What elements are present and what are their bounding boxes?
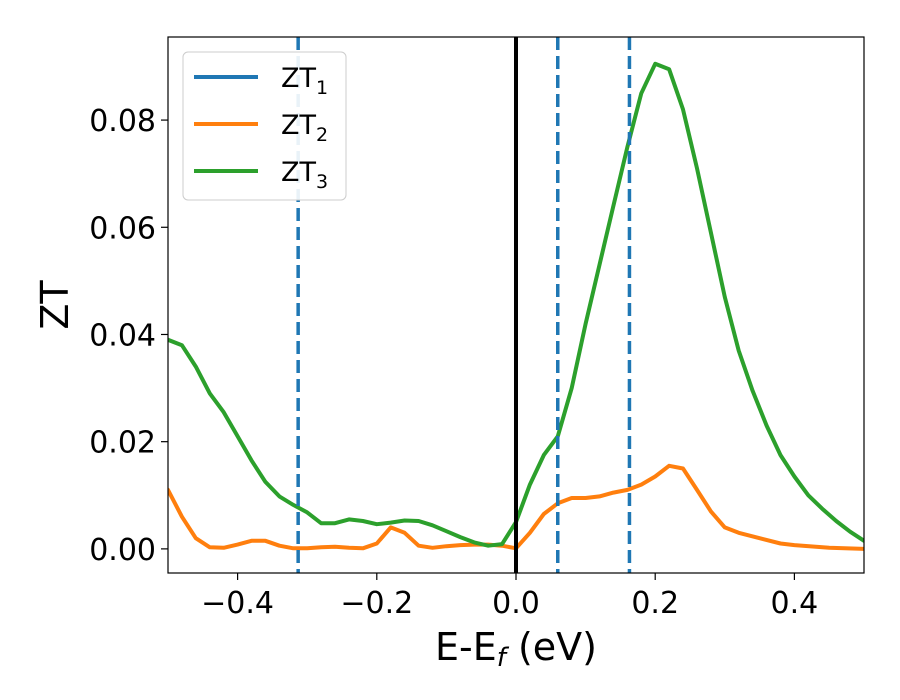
legend-entry-zt1: ZT1 — [281, 63, 328, 99]
legend-entry-zt3: ZT3 — [281, 157, 328, 193]
y-tick-label: 0.00 — [89, 533, 156, 568]
x-axis-label: E-Ef (eV) — [435, 625, 597, 673]
y-tick-label: 0.02 — [89, 426, 156, 461]
x-axis-ticks: −0.4 −0.2 0.0 0.2 0.4 — [201, 573, 818, 621]
y-tick-label: 0.04 — [89, 318, 156, 353]
y-tick-label: 0.06 — [89, 211, 156, 246]
x-axis-label-main: E-E — [435, 625, 497, 669]
x-tick-label: 0.0 — [492, 586, 540, 621]
legend-box — [182, 51, 347, 201]
reference-lines — [296, 37, 632, 573]
plot-frame — [167, 36, 865, 574]
x-tick-label: −0.2 — [340, 586, 413, 621]
x-tick-label: 0.2 — [631, 586, 679, 621]
x-tick-label: −0.4 — [201, 586, 274, 621]
x-axis-label-unit: (eV) — [506, 625, 597, 669]
y-axis-label: ZT — [33, 280, 77, 330]
y-axis-ticks: 0.00 0.02 0.04 0.06 0.08 — [89, 104, 168, 568]
legend-entry-zt2: ZT2 — [281, 110, 328, 146]
legend: ZT1 ZT2 ZT3 — [182, 51, 347, 201]
x-tick-label: 0.4 — [771, 586, 819, 621]
y-tick-label: 0.08 — [89, 104, 156, 139]
